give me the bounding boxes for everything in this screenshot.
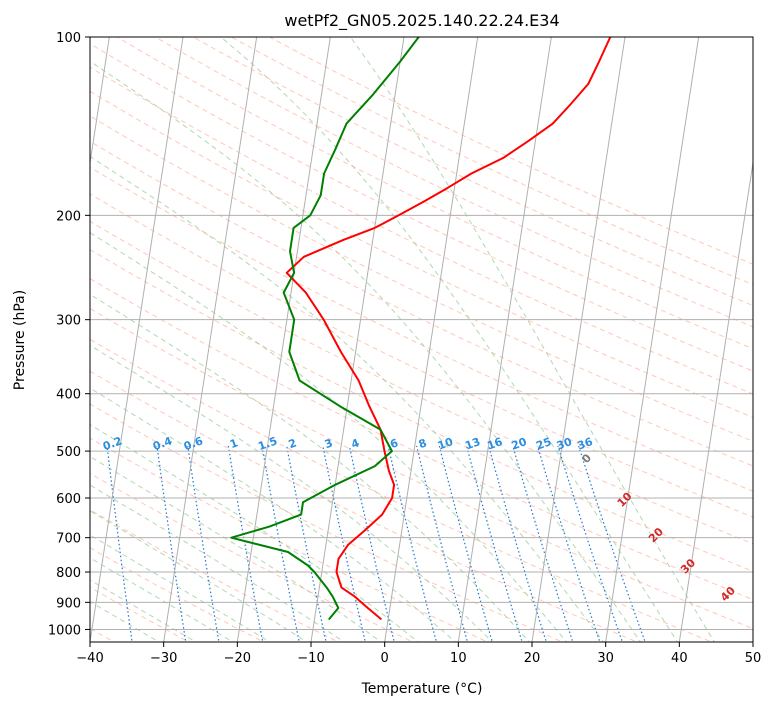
- mixing-ratio-label: 8: [417, 436, 429, 451]
- mixing-ratio-line: [512, 445, 574, 642]
- mixing-ratio-line: [322, 445, 366, 642]
- x-tick-label: −20: [224, 651, 251, 666]
- mixing-ratio-line: [156, 445, 187, 642]
- mixing-ratio-label: 6: [388, 436, 400, 451]
- x-axis-ticks: −40 −30 −20 −10 0 10 20 30 40 50: [76, 642, 761, 666]
- dry-adiabat-line: [116, 37, 753, 350]
- mixing-ratio-line: [106, 445, 133, 642]
- isotherm-line: [90, 37, 110, 167]
- moist-adiabat-line: [90, 424, 419, 642]
- isotherm-line: [90, 37, 184, 642]
- mixing-ratio-line: [438, 445, 493, 642]
- moist-adiabat-line: [90, 60, 642, 642]
- isotherm-line: [605, 37, 700, 642]
- plot-area: -100-90-80-70-60-50-40-30-20-100.10.20.4…: [90, 37, 753, 642]
- y-tick-label: 1000: [48, 623, 81, 638]
- mixing-ratio-line: [261, 445, 300, 642]
- mixing-ratio-line: [466, 445, 523, 642]
- y-tick-label: 200: [56, 209, 81, 224]
- dry-adiabat-line: [90, 278, 753, 601]
- dry-adiabat-line: [192, 37, 753, 307]
- isotherm-line: [531, 37, 626, 642]
- dry-adiabat-line: [90, 193, 753, 518]
- x-tick-label: −30: [150, 651, 177, 666]
- isotherm-line: [236, 37, 331, 642]
- x-tick-label: 30: [597, 651, 614, 666]
- mixing-ratio-line: [488, 445, 547, 642]
- x-tick-label: 0: [381, 651, 389, 666]
- mixing-ratio-line: [286, 445, 327, 642]
- dry-adiabat-line: [230, 37, 753, 286]
- mixing-ratio-label: 13: [463, 435, 482, 452]
- profile-line-1: [285, 37, 612, 620]
- y-tick-label: 700: [56, 532, 81, 547]
- y-tick-label: 400: [56, 388, 81, 403]
- mixing-ratio-label: 4: [349, 436, 361, 451]
- mixing-ratio-label: 1.5: [256, 434, 279, 453]
- profile-line-2: [230, 37, 420, 620]
- mixing-ratio-label: 2: [287, 436, 299, 451]
- isobar-grid: [90, 37, 753, 630]
- y-axis-ticks: 100 200 300 400 500 600 700 800 900 1000: [48, 31, 90, 638]
- mixing-ratio-label: 20: [510, 435, 529, 453]
- mixing-ratio-label: 3: [323, 436, 335, 451]
- isotherm-grid: [90, 37, 753, 642]
- isotherm-line: [310, 37, 405, 642]
- isotherm-line: [457, 37, 552, 642]
- mixing-ratio-label: 10: [436, 435, 455, 453]
- isotherm-line: [678, 159, 753, 642]
- mixing-ratio-line: [557, 445, 624, 642]
- mixing-ratio-line: [348, 445, 395, 642]
- x-tick-label: −10: [297, 651, 324, 666]
- dry-adiabat-line: [90, 66, 753, 395]
- x-tick-label: 10: [450, 651, 467, 666]
- dry-adiabat-line: [90, 140, 753, 467]
- dry-adiabat-line: [90, 90, 753, 418]
- isotherm-line: [163, 37, 258, 642]
- y-tick-label: 900: [56, 596, 81, 611]
- y-tick-label: 100: [56, 31, 81, 46]
- mixing-ratio-label: 0.4: [151, 434, 174, 453]
- x-tick-label: 50: [745, 651, 762, 666]
- mixing-ratio-line: [227, 445, 264, 642]
- isotherm-line: [384, 37, 479, 642]
- dry-adiabat-line: [90, 220, 753, 545]
- y-tick-label: 300: [56, 314, 81, 329]
- line-labels: -100-90-80-70-60-50-40-30-20-100.10.20.4…: [101, 434, 738, 604]
- x-tick-label: 40: [671, 651, 688, 666]
- x-tick-label: −40: [76, 651, 103, 666]
- mixing-ratio-label: 1: [228, 436, 240, 451]
- plot-frame: [89, 36, 754, 643]
- mixing-ratio-line: [187, 445, 220, 642]
- mixing-ratio-label: 0.2: [101, 434, 124, 453]
- dry-adiabat-line: [90, 248, 753, 572]
- y-tick-label: 600: [56, 492, 81, 507]
- x-tick-label: 20: [524, 651, 541, 666]
- chart-title: wetPf2_GN05.2025.140.22.24.E34: [284, 11, 559, 31]
- mixing-ratio-label: 25: [534, 435, 553, 452]
- series-layer: [230, 37, 612, 620]
- x-axis-label: Temperature (°C): [361, 681, 483, 697]
- mixing-ratio-label: 0.6: [182, 434, 205, 453]
- y-tick-label: 500: [56, 445, 81, 460]
- mixing-ratio-label: 16: [485, 435, 504, 453]
- mixing-ratio-label: 36: [576, 435, 595, 453]
- mixing-ratio-label: 30: [555, 435, 574, 453]
- y-tick-label: 800: [56, 566, 81, 581]
- mixing-ratio-line: [536, 445, 601, 642]
- y-axis-label: Pressure (hPa): [12, 290, 28, 390]
- dry-adiabat-line: [90, 370, 639, 642]
- mixing-ratio-line: [387, 445, 438, 642]
